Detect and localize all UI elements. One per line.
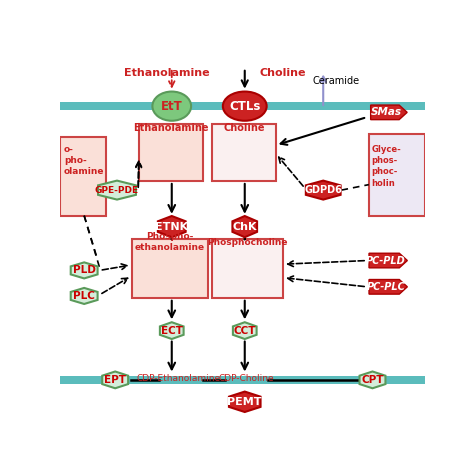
Polygon shape: [71, 263, 98, 278]
Polygon shape: [233, 322, 256, 339]
Polygon shape: [369, 280, 407, 294]
Text: SMas: SMas: [371, 107, 402, 118]
Text: PC-PLD: PC-PLD: [366, 255, 406, 265]
Text: Choline: Choline: [259, 68, 306, 78]
Polygon shape: [232, 216, 257, 237]
Text: PLD: PLD: [73, 265, 96, 275]
FancyBboxPatch shape: [369, 134, 425, 216]
Text: CDP-Ethanolamine: CDP-Ethanolamine: [137, 374, 221, 383]
Text: GDPD6: GDPD6: [304, 185, 342, 195]
Text: GPE-PDE: GPE-PDE: [95, 186, 139, 195]
Ellipse shape: [153, 91, 191, 121]
Text: EtT: EtT: [161, 100, 182, 113]
Ellipse shape: [223, 91, 267, 121]
Text: Ethanolamine: Ethanolamine: [133, 123, 209, 133]
Text: EPT: EPT: [104, 375, 126, 385]
FancyBboxPatch shape: [61, 102, 425, 110]
Text: CCT: CCT: [234, 326, 256, 336]
Text: CTLs: CTLs: [229, 100, 260, 113]
Text: Ethanolamine: Ethanolamine: [124, 68, 210, 78]
Polygon shape: [71, 288, 98, 304]
Polygon shape: [229, 392, 261, 412]
Polygon shape: [160, 322, 183, 339]
Text: CDP-Choline: CDP-Choline: [219, 374, 274, 383]
Polygon shape: [369, 253, 407, 268]
Text: Glyce-
phos-
phoc-
holin: Glyce- phos- phoc- holin: [372, 145, 401, 188]
Polygon shape: [158, 216, 186, 237]
FancyBboxPatch shape: [212, 239, 283, 298]
FancyBboxPatch shape: [132, 239, 208, 298]
Polygon shape: [102, 372, 128, 388]
Polygon shape: [360, 372, 385, 388]
Polygon shape: [306, 181, 341, 200]
FancyBboxPatch shape: [61, 376, 425, 384]
FancyBboxPatch shape: [139, 124, 203, 181]
FancyBboxPatch shape: [61, 137, 106, 216]
Text: Choline: Choline: [223, 123, 265, 133]
Text: PEMT: PEMT: [228, 397, 262, 407]
Text: CPT: CPT: [361, 375, 384, 385]
Text: ECT: ECT: [161, 326, 183, 336]
Text: ChK: ChK: [233, 222, 257, 232]
Text: PLC: PLC: [73, 291, 95, 301]
Polygon shape: [98, 181, 136, 200]
Polygon shape: [371, 105, 407, 119]
Text: o-
pho-
olamine: o- pho- olamine: [64, 145, 105, 176]
Text: Ceramide: Ceramide: [312, 76, 359, 86]
Text: ETNK: ETNK: [155, 222, 188, 232]
FancyBboxPatch shape: [212, 124, 276, 181]
Text: PC-PLC: PC-PLC: [366, 282, 405, 292]
Text: Phospho-
ethanolamine: Phospho- ethanolamine: [135, 232, 205, 252]
Text: Phosphocholine: Phosphocholine: [207, 238, 288, 247]
